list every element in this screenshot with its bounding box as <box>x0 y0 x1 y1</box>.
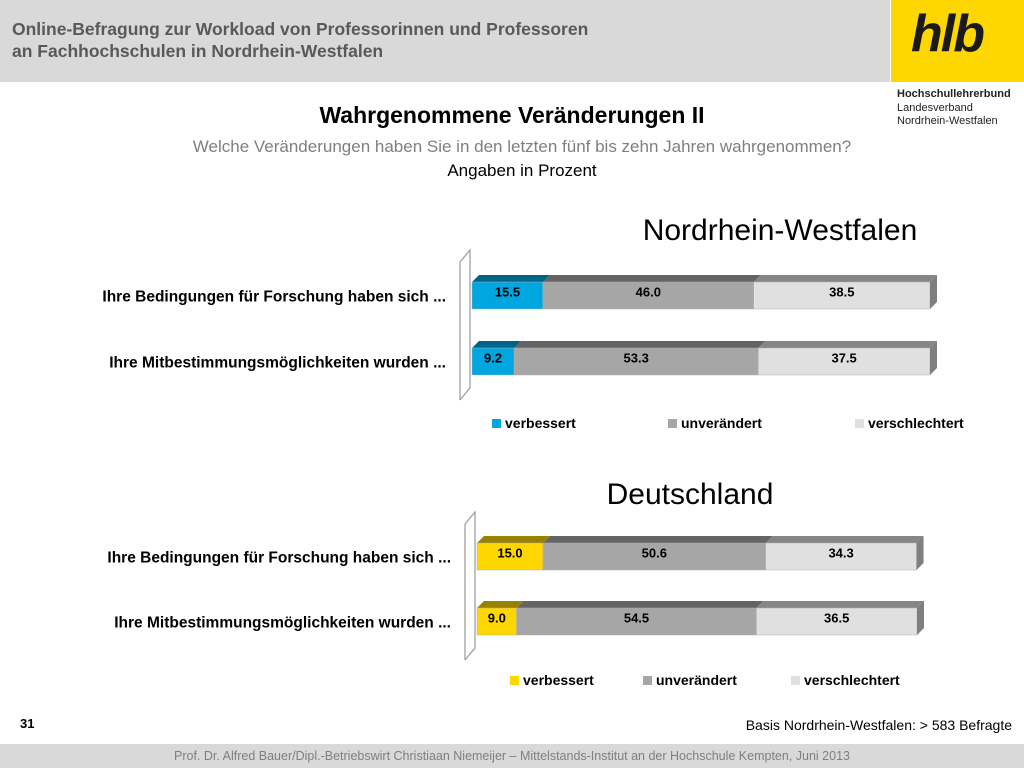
legend-label: unverändert <box>681 415 762 431</box>
slide-unit: Angaben in Prozent <box>447 161 597 180</box>
bar-top <box>516 601 764 608</box>
data-label: 37.5 <box>831 351 856 366</box>
bar <box>756 607 918 636</box>
bar <box>476 607 517 636</box>
category-label: Ihre Bedingungen für Forschung haben sic… <box>107 550 451 567</box>
data-label: 53.3 <box>624 351 649 366</box>
legend-swatch <box>791 676 800 685</box>
bar <box>758 347 931 376</box>
data-label: 50.6 <box>642 546 667 561</box>
legend-label: unverändert <box>656 672 737 688</box>
data-label: 38.5 <box>829 285 854 300</box>
slide-title: Wahrgenommene Veränderungen II <box>319 102 705 128</box>
bar-side <box>917 601 924 635</box>
bar-top <box>765 536 924 543</box>
data-label: 34.3 <box>828 546 853 561</box>
bar <box>516 607 757 636</box>
bar-top <box>542 275 761 282</box>
category-label: Ihre Mitbestimmungsmöglichkeiten wurden … <box>109 355 446 372</box>
legend-swatch <box>643 676 652 685</box>
hlb-logo: hlb <box>891 0 1024 82</box>
logo-text: hlb <box>911 5 985 63</box>
category-label: Ihre Bedingungen für Forschung haben sic… <box>102 289 446 306</box>
slide-question: Welche Veränderungen haben Sie in den le… <box>192 137 852 156</box>
chart-title: Deutschland <box>607 478 774 511</box>
bar <box>513 347 759 376</box>
page-number: 31 <box>20 716 35 731</box>
bar <box>753 281 931 310</box>
bar-top <box>477 601 524 608</box>
legend-label: verschlechtert <box>804 672 900 688</box>
bar-top <box>514 341 766 348</box>
bar <box>471 281 544 310</box>
chart-0: Nordrhein-Westfalen Ihre Bedingungen für … <box>102 214 964 431</box>
bar <box>471 347 515 376</box>
axis-wall <box>459 248 471 401</box>
org-block: Hochschullehrerbund Landesverband Nordrh… <box>897 88 1022 129</box>
org-sub2: Nordrhein-Westfalen <box>897 115 998 127</box>
bar-side <box>930 341 937 375</box>
data-label: 15.0 <box>497 546 522 561</box>
bar <box>542 281 754 310</box>
bar <box>765 542 917 571</box>
org-name: Hochschullehrerbund <box>897 88 1011 100</box>
data-label: 36.5 <box>824 611 849 626</box>
chart-title: Nordrhein-Westfalen <box>643 214 918 247</box>
bar-top <box>543 536 773 543</box>
legend-swatch <box>855 419 864 428</box>
bar-side <box>916 536 924 570</box>
data-label: 15.5 <box>495 285 520 300</box>
legend-label: verbessert <box>523 672 594 688</box>
data-label: 9.2 <box>484 351 502 366</box>
data-label: 9.0 <box>488 611 506 626</box>
data-label: 54.5 <box>624 611 649 626</box>
footer-bar: Prof. Dr. Alfred Bauer/Dipl.-Betriebswir… <box>0 744 1024 768</box>
chart-1: Deutschland Ihre Bedingungen für Forschun… <box>107 478 924 688</box>
legend-swatch <box>668 419 677 428</box>
bar-side <box>930 275 937 309</box>
legend-label: verschlechtert <box>868 415 964 431</box>
category-label: Ihre Mitbestimmungsmöglichkeiten wurden … <box>114 615 451 632</box>
bar-top <box>472 275 550 282</box>
legend-swatch <box>510 676 519 685</box>
bar <box>542 542 766 571</box>
bar <box>476 542 544 571</box>
data-label: 46.0 <box>636 285 661 300</box>
header-bar: Online-Befragung zur Workload von Profes… <box>0 0 890 82</box>
bar-top <box>477 536 550 543</box>
basis-note: Basis Nordrhein-Westfalen: > 583 Befragt… <box>745 717 1012 733</box>
header-title-line1: Online-Befragung zur Workload von Profes… <box>12 19 589 39</box>
bar-top <box>753 275 937 282</box>
footer-credit: Prof. Dr. Alfred Bauer/Dipl.-Betriebswir… <box>174 749 850 763</box>
bar-top <box>756 601 924 608</box>
bar-top <box>758 341 937 348</box>
bar-top <box>472 341 522 348</box>
header-title: Online-Befragung zur Workload von Profes… <box>12 18 872 62</box>
org-sub1: Landesverband <box>897 101 973 114</box>
header-title-line2: an Fachhochschulen in Nordrhein-Westfale… <box>12 41 384 61</box>
axis-wall <box>464 510 476 661</box>
legend-label: verbessert <box>505 415 576 431</box>
legend-swatch <box>492 419 501 428</box>
